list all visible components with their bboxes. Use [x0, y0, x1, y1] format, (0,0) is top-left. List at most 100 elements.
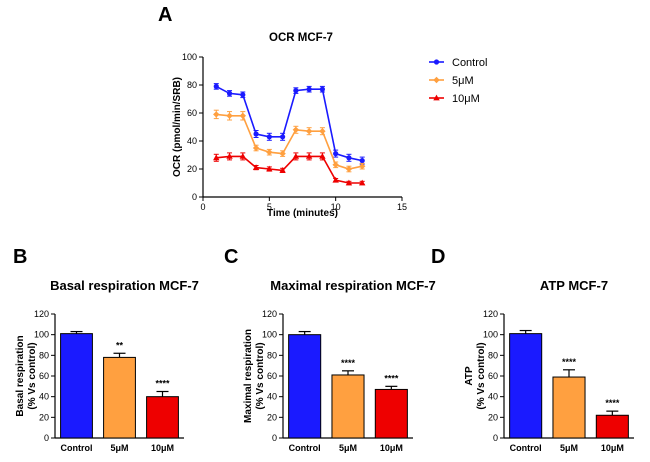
series-2: 10μM: [213, 93, 480, 186]
panel-label-c: C: [224, 246, 238, 268]
y-axis-label-line: (% Vs control): [27, 342, 38, 409]
data-point: [332, 176, 339, 183]
significance-label: **: [116, 340, 124, 350]
y-tick-label: 40: [39, 392, 49, 402]
y-tick-label: 100: [34, 330, 49, 340]
data-point: [226, 112, 233, 119]
legend-marker: [433, 59, 440, 65]
x-tick-label: 10μM: [151, 443, 174, 453]
y-tick-label: 20: [187, 164, 197, 174]
x-tick-label: 5μM: [560, 443, 578, 453]
x-tick-label: 10: [331, 202, 341, 212]
panel-label-a: A: [158, 4, 172, 26]
y-tick-label: 60: [488, 371, 498, 381]
data-point: [345, 179, 353, 186]
data-point: [266, 149, 273, 156]
y-axis-label: Maximal respiration(% Vs control): [243, 329, 266, 423]
series-line: [216, 113, 363, 170]
bar: [552, 376, 586, 439]
y-axis-label: Basal respiration(% Vs control): [15, 335, 38, 416]
x-tick-label: 10μM: [601, 443, 624, 453]
y-tick-label: 120: [34, 309, 49, 319]
data-point: [333, 151, 339, 157]
y-tick-label: 60: [187, 108, 197, 118]
legend-marker: [433, 94, 440, 101]
y-tick-label: 80: [267, 350, 277, 360]
ocr-line-chart: OCR MCF-7 0 20 40 60 80 100 0 5 10 15 Time (minutes…: [172, 32, 487, 219]
data-point: [240, 92, 246, 98]
chart-title: OCR MCF-7: [269, 32, 333, 44]
y-tick-label: 100: [182, 52, 197, 62]
y-tick-label: 80: [39, 350, 49, 360]
y-tick-label: 20: [267, 412, 277, 422]
data-point: [279, 150, 286, 157]
data-point: [305, 128, 313, 135]
legend-label: 5μM: [452, 75, 474, 87]
panel-label-b: B: [13, 246, 27, 268]
legend-label: Control: [452, 57, 487, 69]
bar: [103, 356, 136, 439]
x-tick-label: 10μM: [380, 443, 403, 453]
data-point: [226, 90, 233, 96]
bar: [288, 334, 322, 439]
data-point: [332, 161, 339, 168]
bar: [374, 388, 408, 439]
basal-respiration-bar-chart: Basal respiration MCF-7 0 20 40 60 80 100 120 Ba…: [15, 278, 199, 453]
x-tick-label: 15: [397, 202, 407, 212]
significance-label: ****: [341, 358, 356, 368]
x-tick-label: Control: [61, 443, 93, 453]
data-point: [345, 165, 353, 173]
x-tick-label: 5μM: [110, 443, 128, 453]
y-tick-label: 100: [483, 330, 498, 340]
bar: [595, 414, 629, 439]
y-tick-label: 40: [187, 136, 197, 146]
y-tick-label: 0: [493, 433, 498, 443]
panel-label-d: D: [431, 246, 445, 268]
y-axis-label-line: (% Vs control): [255, 342, 266, 409]
y-axis-label-line: Maximal respiration: [243, 329, 254, 423]
series-line: [216, 155, 363, 184]
bar: [60, 333, 93, 439]
data-point: [359, 163, 366, 170]
x-tick-label: Control: [289, 443, 321, 453]
y-tick-label: 100: [262, 330, 277, 340]
bar: [509, 333, 543, 439]
data-point: [239, 112, 246, 119]
series-0: Control: [213, 57, 487, 165]
bar: [331, 374, 365, 439]
x-tick-label: 5: [267, 202, 272, 212]
data-point: [253, 131, 259, 137]
significance-label: ****: [605, 398, 620, 408]
data-point: [292, 126, 300, 133]
series-1: 5μM: [213, 75, 474, 173]
y-tick-label: 80: [488, 350, 498, 360]
significance-label: ****: [155, 379, 170, 389]
data-point: [346, 155, 352, 161]
x-tick-label: 0: [200, 202, 205, 212]
data-point: [359, 158, 365, 164]
y-tick-label: 0: [44, 433, 49, 443]
legend-label: 10μM: [452, 93, 480, 105]
y-tick-label: 120: [483, 309, 498, 319]
data-point: [306, 86, 312, 92]
data-point: [280, 134, 286, 140]
x-tick-label: 5μM: [339, 443, 357, 453]
data-point: [213, 83, 219, 89]
y-tick-label: 60: [39, 371, 49, 381]
series-line: [215, 85, 363, 162]
data-point: [279, 167, 286, 173]
data-point: [359, 179, 366, 186]
data-point: [293, 88, 299, 94]
y-tick-label: 60: [267, 371, 277, 381]
data-point: [252, 164, 260, 170]
y-tick-label: 0: [192, 192, 197, 202]
data-point: [213, 154, 220, 161]
y-axis-label-line: Basal respiration: [15, 335, 26, 416]
data-point: [266, 165, 273, 172]
data-point: [319, 128, 326, 135]
data-point: [252, 144, 260, 152]
chart-title: Maximal respiration MCF-7: [270, 278, 435, 293]
y-tick-label: 40: [488, 392, 498, 402]
y-axis-label: OCR (pmol/min/SRB): [172, 77, 183, 177]
